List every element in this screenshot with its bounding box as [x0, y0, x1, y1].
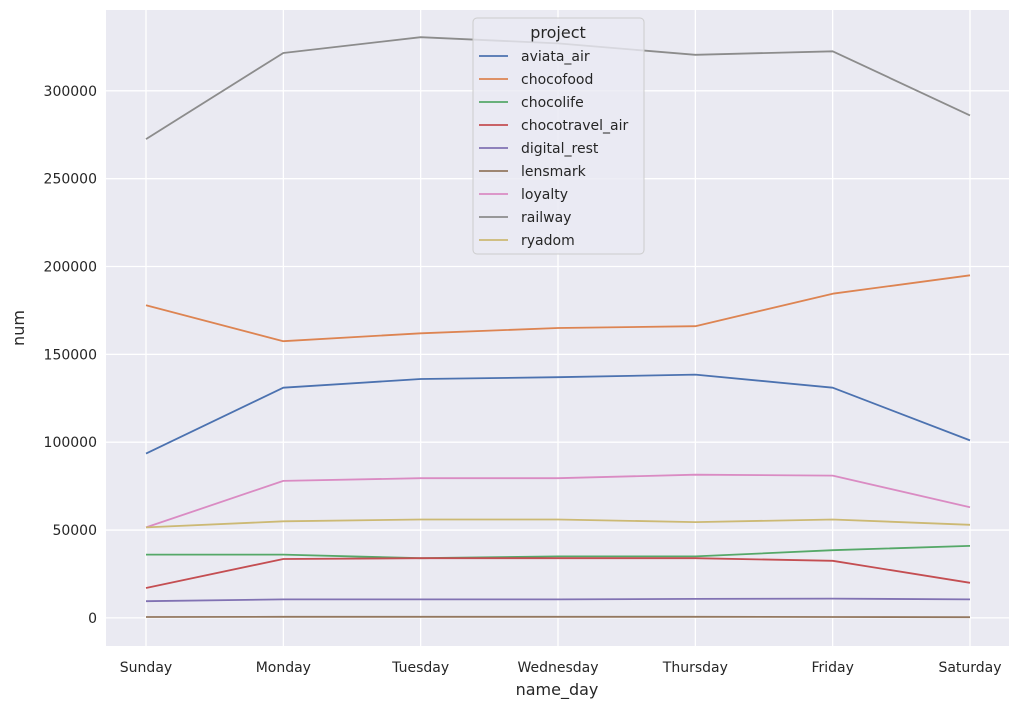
legend-entry: digital_rest — [521, 141, 599, 157]
y-tick-label: 100000 — [44, 435, 97, 451]
series-line-digital_rest — [145, 597, 971, 603]
legend-entry: loyalty — [521, 187, 568, 203]
legend-entry: aviata_air — [521, 49, 590, 65]
series-line-ryadom — [145, 518, 971, 529]
x-tick-label: Sunday — [120, 660, 172, 676]
x-tick-label: Friday — [811, 660, 853, 676]
legend-box — [472, 17, 645, 255]
legend-entry: chocolife — [521, 95, 584, 111]
legend-title: project — [530, 23, 586, 42]
x-tick-label: Saturday — [938, 660, 1001, 676]
y-tick-label: 50000 — [52, 523, 97, 539]
legend: project aviata_air chocofood chocolife choc… — [472, 17, 645, 255]
legend-entry: chocotravel_air — [521, 118, 628, 134]
y-tick-label: 200000 — [44, 260, 97, 276]
legend-items: aviata_air chocofood chocolife chocotravel_… — [479, 49, 628, 249]
y-tick-label: 0 — [88, 611, 97, 627]
series-line-aviata_air — [145, 373, 971, 455]
legend-entry: lensmark — [521, 164, 587, 180]
y-axis-label: num — [9, 310, 28, 346]
x-axis-ticks: Sunday Monday Tuesday Wednesday Thursday Frid… — [120, 660, 1002, 676]
x-tick-label: Monday — [256, 660, 311, 676]
series-line-chocolife — [146, 545, 971, 560]
x-tick-label: Tuesday — [391, 660, 449, 676]
y-axis-ticks: 0 50000 100000 150000 200000 250000 300000 — [44, 84, 97, 627]
x-axis-label: name_day — [516, 680, 599, 700]
y-tick-label: 300000 — [44, 84, 97, 100]
series-line-chocotravel_air — [145, 557, 971, 589]
x-tick-label: Wednesday — [517, 660, 598, 676]
series-line-loyalty — [145, 473, 971, 529]
legend-entry: railway — [521, 210, 571, 226]
y-tick-label: 250000 — [44, 172, 97, 188]
series-line-chocofood — [145, 274, 971, 343]
x-tick-label: Thursday — [662, 660, 728, 676]
legend-entry: ryadom — [521, 233, 575, 249]
legend-entry: chocofood — [521, 72, 593, 88]
y-tick-label: 150000 — [44, 347, 97, 363]
